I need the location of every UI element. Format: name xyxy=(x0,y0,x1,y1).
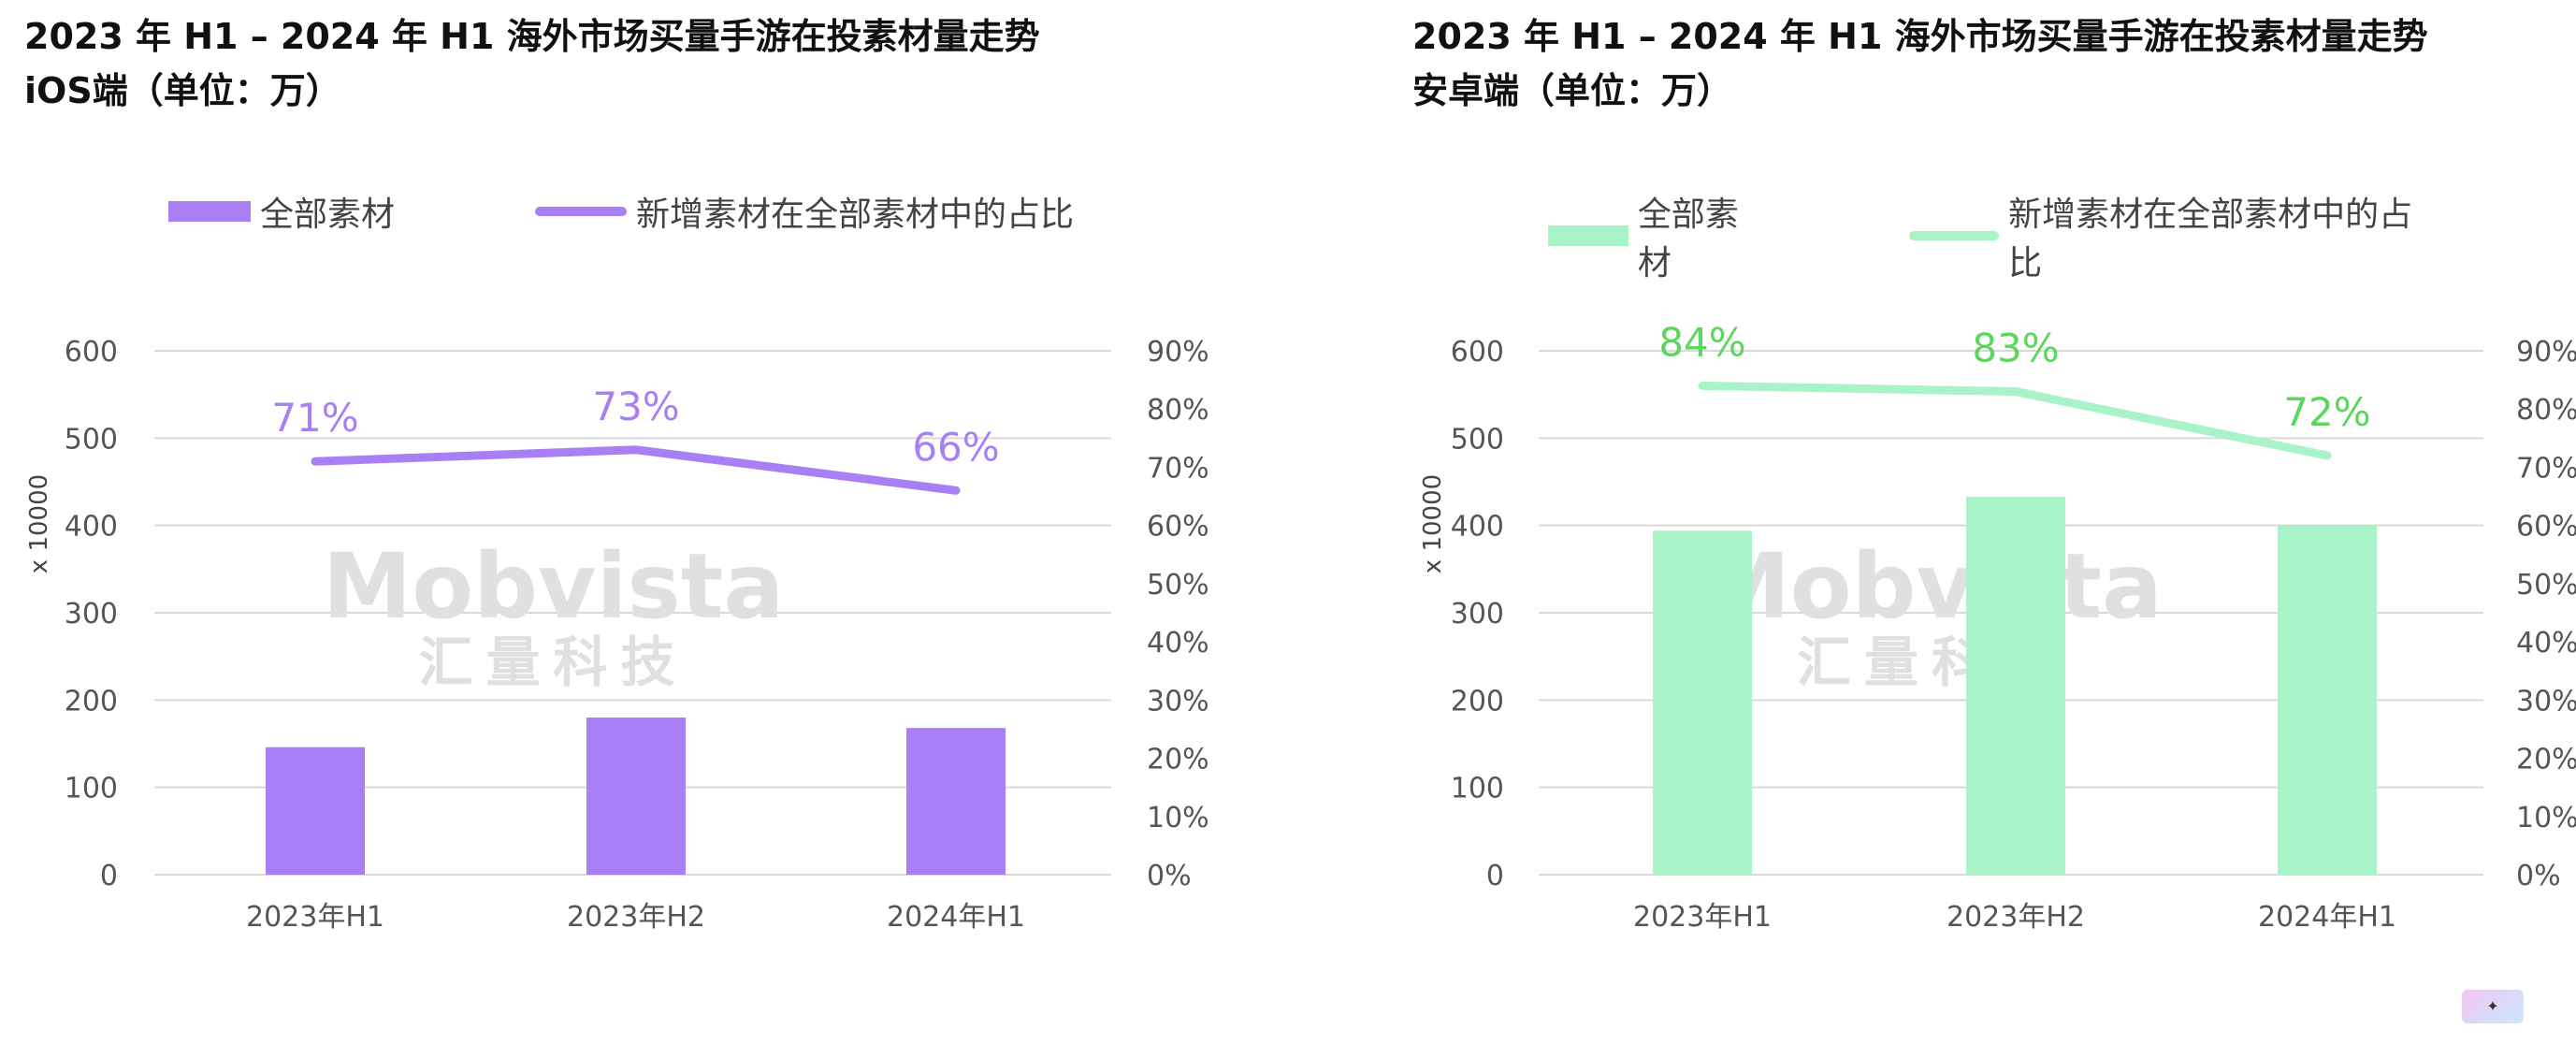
y2-tick-label: 80% xyxy=(1147,394,1209,427)
y2-tick-label: 30% xyxy=(1147,685,1209,718)
bar xyxy=(586,718,686,875)
line-point xyxy=(314,460,316,463)
data-label: 72% xyxy=(2283,389,2370,435)
corner-logo: ✦ xyxy=(2462,990,2524,1023)
legend-label-bar: 全部素材 xyxy=(260,196,396,234)
android-chart-panel: 2023 年 H1 – 2024 年 H1 海外市场买量手游在投素材量走势 安卓… xyxy=(1384,0,2576,1044)
line-point xyxy=(955,489,957,492)
y2-tick-label: 40% xyxy=(2516,627,2576,660)
chart-legend: 全部素材 新增素材在全部素材中的占比 xyxy=(168,187,1214,236)
line-point xyxy=(2326,455,2328,457)
y-tick-label: 0 xyxy=(1486,860,1504,892)
y2-tick-label: 10% xyxy=(1147,802,1209,834)
line-point xyxy=(1701,384,1703,387)
y-tick-label: 200 xyxy=(1451,685,1504,718)
x-tick-label: 2024年H1 xyxy=(887,901,1025,934)
bar xyxy=(1653,530,1752,875)
android-chart-plot: 0 100 200 300 400 500 600 0% 10% 20% 30% 40% 50% 60% 7… xyxy=(1419,319,2576,934)
y2-tick-label: 60% xyxy=(2516,511,2576,544)
legend-line-swatch xyxy=(1909,231,2000,240)
y2-tick-label: 0% xyxy=(1147,860,1192,892)
y2-tick-label: 50% xyxy=(2516,569,2576,602)
y2-tick-label: 20% xyxy=(2516,744,2576,776)
line-point xyxy=(635,448,637,451)
y-tick-label: 400 xyxy=(1451,511,1504,544)
series-line xyxy=(311,445,961,495)
y-axis-label: x 10000 xyxy=(1419,474,1447,573)
bar xyxy=(1966,496,2065,875)
legend-label-bar: 全部素材 xyxy=(1637,196,1739,283)
y2-tick-label: 70% xyxy=(1147,452,1209,485)
y-tick-label: 300 xyxy=(1451,598,1504,631)
legend-item-line: 新增素材在全部素材中的占比 xyxy=(535,187,1074,236)
x-tick-label: 2023年H2 xyxy=(1946,901,2085,934)
ios-chart-plot: 0 100 200 300 400 500 600 0% 10% 20% 30% 40% 50% 60% 7… xyxy=(25,336,1209,934)
y-tick-label: 100 xyxy=(65,773,118,805)
y-tick-label: 100 xyxy=(1451,773,1504,805)
x-tick-label: 2024年H1 xyxy=(2258,901,2396,934)
y2-tick-label: 50% xyxy=(1147,569,1209,602)
legend-bar-swatch xyxy=(168,201,251,222)
legend-label-line: 新增素材在全部素材中的占比 xyxy=(2008,196,2413,283)
data-label: 84% xyxy=(1658,319,1745,365)
y-tick-label: 200 xyxy=(65,685,118,718)
data-label: 73% xyxy=(592,384,679,429)
watermark-text: 汇量科技 xyxy=(418,631,687,694)
data-label: 66% xyxy=(912,424,999,470)
legend-label-line: 新增素材在全部素材中的占比 xyxy=(636,196,1075,234)
legend-item-line: 新增素材在全部素材中的占比 xyxy=(1909,187,2436,284)
line-point xyxy=(2015,390,2017,393)
legend-item-bar: 全部素材 xyxy=(168,187,395,236)
y-tick-label: 400 xyxy=(65,511,118,544)
legend-line-swatch xyxy=(535,207,628,216)
y-axis-label: x 10000 xyxy=(25,474,53,573)
legend-item-bar: 全部素材 xyxy=(1548,187,1769,284)
y-tick-label: 600 xyxy=(65,336,118,369)
y-tick-label: 500 xyxy=(1451,423,1504,456)
legend-bar-swatch xyxy=(1548,225,1628,246)
y-tick-label: 300 xyxy=(65,598,118,631)
data-label: 71% xyxy=(271,395,358,441)
chart-title: 2023 年 H1 – 2024 年 H1 海外市场买量手游在投素材量走势 xyxy=(1412,16,2428,57)
y2-tick-label: 70% xyxy=(2516,452,2576,485)
x-tick-label: 2023年H1 xyxy=(1633,901,1772,934)
chart-title: 2023 年 H1 – 2024 年 H1 海外市场买量手游在投素材量走势 xyxy=(24,16,1040,57)
y2-tick-label: 80% xyxy=(2516,394,2576,427)
y2-tick-label: 60% xyxy=(1147,511,1209,544)
ios-chart-panel: 2023 年 H1 – 2024 年 H1 海外市场买量手游在投素材量走势 iO… xyxy=(24,9,1214,934)
watermark-text: Mobvista xyxy=(1700,534,2163,639)
y2-tick-label: 0% xyxy=(2516,860,2561,892)
ios-chart-heading: 2023 年 H1 – 2024 年 H1 海外市场买量手游在投素材量走势 iO… xyxy=(24,9,1040,118)
y-tick-label: 0 xyxy=(100,860,118,892)
y2-tick-label: 40% xyxy=(1147,627,1209,660)
chart-subtitle: 安卓端（单位：万） xyxy=(1412,70,1733,111)
chart-legend: 全部素材 新增素材在全部素材中的占比 xyxy=(1548,187,2576,284)
bar xyxy=(2278,525,2377,875)
y-tick-label: 600 xyxy=(1451,336,1504,369)
bar xyxy=(266,747,365,875)
x-tick-label: 2023年H1 xyxy=(246,901,384,934)
bar xyxy=(906,728,1006,875)
y2-tick-label: 90% xyxy=(1147,336,1209,369)
y2-tick-label: 30% xyxy=(2516,685,2576,718)
y2-tick-label: 10% xyxy=(2516,802,2576,834)
y-tick-label: 500 xyxy=(65,423,118,456)
watermark-text: Mobvista xyxy=(323,534,785,639)
y2-tick-label: 20% xyxy=(1147,744,1209,776)
android-chart-heading: 2023 年 H1 – 2024 年 H1 海外市场买量手游在投素材量走势 安卓… xyxy=(1412,9,2428,118)
y2-tick-label: 90% xyxy=(2516,336,2576,369)
x-tick-label: 2023年H2 xyxy=(567,901,705,934)
data-label: 83% xyxy=(1972,326,2059,371)
chart-subtitle: iOS端（单位：万） xyxy=(24,70,341,111)
series-line xyxy=(1698,381,2332,460)
